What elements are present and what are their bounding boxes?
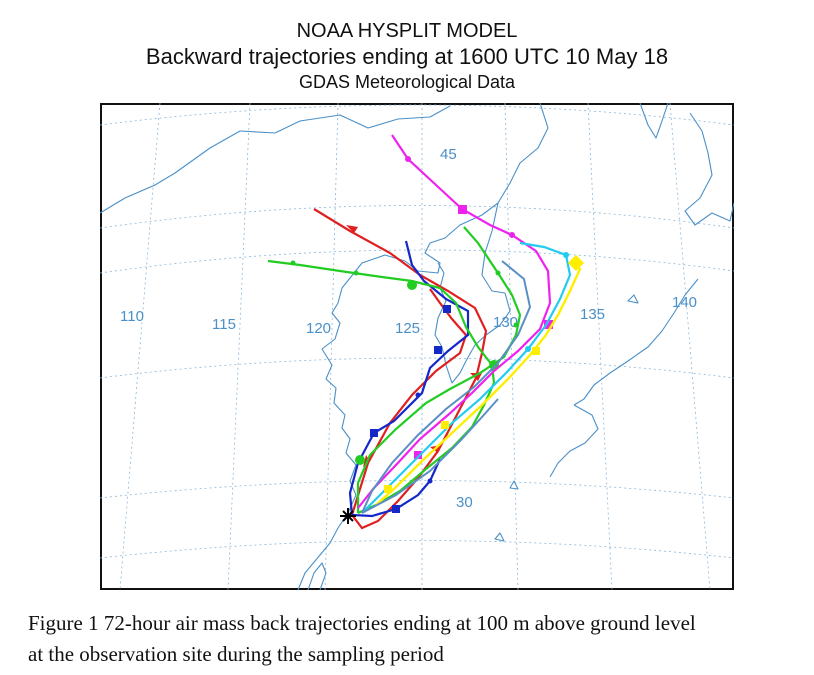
trajectory-cyan bbox=[361, 241, 572, 514]
figure-caption: Figure 1 72-hour air mass back trajector… bbox=[28, 608, 808, 670]
coast-taiwan-islands bbox=[307, 562, 327, 590]
lon-label: 140 bbox=[672, 294, 697, 311]
trajectory-marker bbox=[405, 156, 411, 162]
coast-japan-honshu bbox=[573, 278, 699, 406]
trajectory-steel bbox=[361, 260, 532, 514]
longitude-labels: 110 115 120 125 130 135 140 bbox=[120, 294, 697, 337]
coast-sakhalin bbox=[639, 103, 669, 139]
lon-label: 115 bbox=[212, 316, 236, 333]
trajectory-yellow bbox=[375, 255, 584, 506]
trajectory-marker bbox=[427, 478, 433, 484]
trajectory-marker bbox=[370, 429, 378, 437]
latitude-labels: 45 30 bbox=[440, 146, 473, 511]
trajectory-subtitle: Backward trajectories ending at 1600 UTC… bbox=[145, 44, 669, 69]
trajectory-marker bbox=[513, 322, 519, 328]
graticule bbox=[100, 103, 734, 590]
trajectory-marker bbox=[290, 260, 296, 266]
trajectory-marker bbox=[355, 455, 365, 465]
trajectory-marker bbox=[458, 205, 467, 214]
lon-label: 120 bbox=[306, 320, 331, 337]
trajectory-green bbox=[267, 226, 522, 515]
trajectory-marker bbox=[414, 451, 422, 459]
trajectory-marker bbox=[392, 505, 400, 513]
trajectory-marker bbox=[443, 305, 451, 313]
lon-label: 135 bbox=[580, 306, 605, 323]
coast-japan-south bbox=[549, 404, 599, 478]
trajectory-map: 110 115 120 125 130 135 140 45 30 bbox=[100, 103, 734, 590]
lon-label: 130 bbox=[493, 314, 518, 331]
trajectory-blue bbox=[348, 240, 470, 518]
coastlines bbox=[100, 103, 734, 590]
trajectory-marker bbox=[563, 252, 569, 258]
caption-line-2: at the observation site during the sampl… bbox=[28, 642, 444, 666]
trajectory-marker bbox=[415, 392, 421, 398]
observation-site-star bbox=[340, 508, 356, 524]
trajectory-marker bbox=[568, 255, 584, 271]
map-frame bbox=[100, 103, 734, 590]
trajectory-marker bbox=[407, 280, 417, 290]
coast-northern-landmass bbox=[100, 105, 451, 214]
lon-label: 125 bbox=[395, 320, 420, 337]
trajectory-marker bbox=[532, 347, 540, 355]
trajectory-marker bbox=[509, 232, 515, 238]
lon-label: 110 bbox=[120, 308, 144, 325]
trajectory-marker bbox=[353, 270, 359, 276]
trajectory-magenta bbox=[357, 134, 553, 509]
model-title: NOAA HYSPLIT MODEL bbox=[296, 20, 518, 42]
caption-line-1: Figure 1 72-hour air mass back trajector… bbox=[28, 611, 696, 635]
trajectory-marker bbox=[525, 346, 531, 352]
trajectory-marker bbox=[384, 485, 392, 493]
data-source-label: GDAS Meteorological Data bbox=[298, 72, 516, 92]
coast-mainland-asia bbox=[297, 103, 549, 590]
trajectory-marker bbox=[434, 346, 442, 354]
lat-label: 30 bbox=[456, 494, 473, 511]
trajectory-marker bbox=[495, 270, 501, 276]
coast-hokkaido bbox=[684, 112, 734, 226]
lat-label: 45 bbox=[440, 146, 457, 163]
coast-islets bbox=[494, 294, 639, 542]
trajectory-marker bbox=[544, 320, 553, 329]
trajectory-marker bbox=[441, 421, 449, 429]
